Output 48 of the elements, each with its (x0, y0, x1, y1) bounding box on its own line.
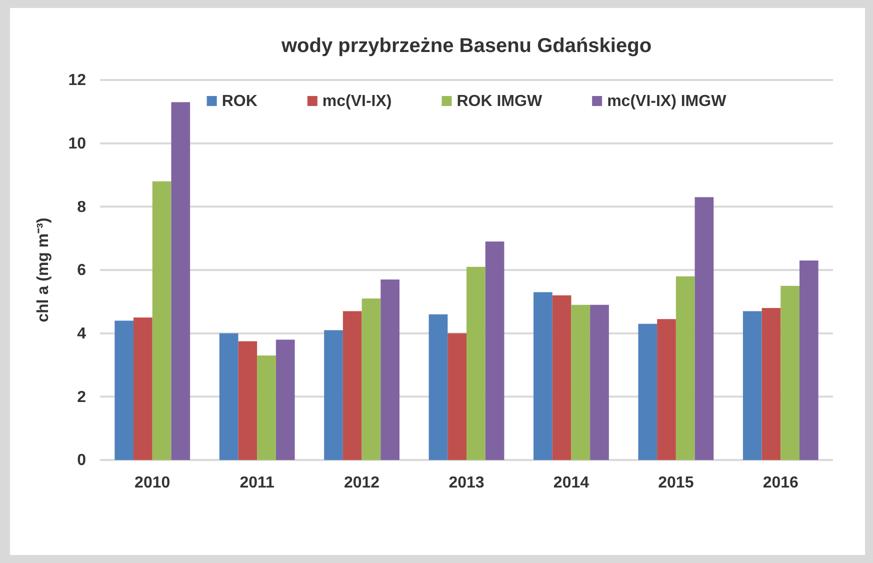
bar (694, 197, 714, 460)
y-tick-label: 10 (68, 135, 86, 152)
chart-title: wody przybrzeżne Basenu Gdańskiego (280, 35, 652, 57)
x-tick-label: 2012 (344, 474, 380, 492)
legend-label: mc(VI-IX) IMGW (607, 93, 728, 110)
bar (448, 333, 466, 460)
bar (485, 242, 504, 460)
bar (257, 356, 276, 460)
y-tick-label: 12 (68, 72, 86, 90)
y-tick-label: 8 (77, 198, 86, 216)
bar (762, 308, 781, 460)
bar (590, 304, 609, 460)
bar (219, 333, 238, 460)
bar (534, 292, 552, 460)
legend-label: mc(VI-IX) (322, 93, 392, 110)
bar (342, 311, 362, 460)
y-tick-label: 6 (77, 262, 86, 280)
bar (152, 181, 172, 460)
bar (114, 320, 134, 460)
x-tick-label: 2013 (448, 474, 484, 492)
bar (571, 304, 590, 460)
x-tick-label: 2010 (134, 474, 170, 492)
bar (638, 324, 658, 460)
x-tick-label: 2016 (762, 474, 799, 492)
bar (171, 102, 190, 460)
bar (134, 318, 152, 460)
y-tick-label: 0 (77, 452, 86, 470)
bar (380, 280, 400, 460)
x-tick-label: 2011 (240, 474, 275, 492)
bar (780, 286, 800, 460)
bar (238, 341, 258, 460)
x-tick-label: 2015 (658, 474, 694, 492)
bar (362, 298, 381, 460)
bar (676, 276, 695, 460)
bar (428, 314, 448, 460)
bar (742, 311, 762, 460)
bar (276, 340, 295, 460)
y-tick-label: 4 (77, 325, 86, 342)
y-axis-title: chl a (mg m⁻³) (35, 218, 52, 322)
bar (324, 330, 343, 460)
bar (552, 295, 572, 460)
bar (657, 319, 676, 460)
x-tick-label: 2014 (553, 474, 590, 492)
bar (799, 260, 818, 460)
y-tick-label: 2 (77, 388, 86, 406)
legend-label: ROK IMGW (456, 93, 543, 110)
legend-label: ROK (222, 93, 258, 110)
bar (466, 266, 486, 460)
